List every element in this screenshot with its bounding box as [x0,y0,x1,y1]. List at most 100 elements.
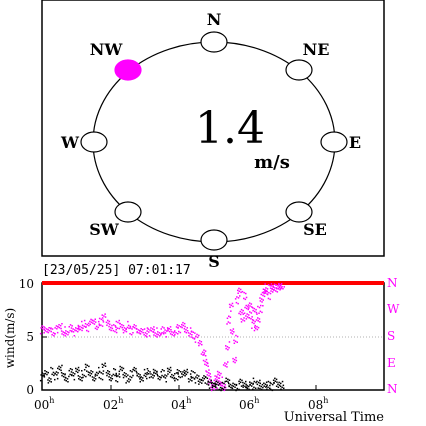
direction-point [232,328,235,330]
direction-point [54,327,56,329]
direction-point [226,317,229,319]
direction-point [96,328,98,331]
direction-point [163,331,165,333]
direction-point [246,313,248,315]
speed-point [43,376,46,378]
speed-point [182,371,184,373]
direction-point [228,315,230,317]
direction-point [159,335,161,337]
direction-point [237,292,239,294]
direction-point [269,292,272,295]
direction-point [122,329,124,331]
direction-point [57,325,59,328]
direction-point [85,325,87,328]
direction-point [261,311,263,314]
direction-point [137,329,140,331]
speed-point [167,370,169,373]
speed-point [143,368,146,371]
direction-point [69,329,71,332]
speed-point [104,365,107,367]
speed-point [154,369,156,372]
direction-point [146,330,148,332]
speed-point [94,373,97,376]
speed-point [255,381,257,384]
speed-point [235,383,238,386]
direction-point [224,384,226,386]
direction-point [205,358,208,361]
direction-point [208,375,210,377]
speed-point [199,381,201,383]
speed-point [45,371,48,373]
speed-point [279,385,282,388]
speed-point [97,372,99,375]
speed-point [102,370,105,372]
direction-point [58,326,61,329]
direction-point [133,324,135,326]
speed-point [139,381,141,383]
direction-point [256,325,258,328]
direction-point [260,304,262,307]
speed-point [235,389,237,392]
direction-point [81,320,83,323]
speed-point [146,368,149,370]
speed-point [136,372,138,374]
speed-point [115,372,117,375]
direction-point [157,334,159,336]
speed-point [65,380,67,382]
direction-point [83,325,85,328]
direction-point [204,355,207,357]
direction-point [98,324,101,327]
right-tick-e: E [387,356,396,370]
direction-point [265,290,268,292]
speed-point [101,378,104,381]
direction-point [242,309,244,312]
speed-point [239,381,242,383]
direction-point [86,324,88,326]
direction-point [254,326,256,328]
speed-point [265,386,267,388]
direction-point [67,333,69,336]
direction-point [192,337,194,339]
y-tick-10: 10 [19,277,34,291]
direction-point [258,306,261,309]
speed-point [257,387,259,389]
direction-point [81,324,84,327]
speed-point [109,373,111,376]
direction-point [211,383,213,386]
speed-point [232,382,234,385]
direction-point [270,285,273,287]
direction-point [261,291,264,294]
speed-point [209,381,211,384]
speed-point [177,373,179,375]
direction-point [254,320,256,323]
direction-point [211,387,214,389]
speed-point [81,373,84,376]
speed-point [214,383,217,386]
speed-point [105,371,108,374]
direction-point [202,359,205,362]
speed-point [163,376,165,378]
speed-point [196,374,198,376]
speed-point [86,364,88,367]
direction-point [207,365,209,367]
speed-point [266,388,268,390]
speed-point [278,384,281,386]
direction-point [201,351,204,353]
direction-point [269,285,271,287]
direction-point [264,292,267,294]
direction-point [46,331,48,333]
speed-point [227,381,229,383]
speed-point [46,373,48,376]
speed-point [61,364,63,367]
direction-point [226,323,228,325]
direction-point [110,329,112,332]
speed-point [198,383,200,385]
marker-nw [114,59,142,81]
speed-point [83,374,85,377]
speed-point [47,379,49,381]
direction-point [253,322,255,325]
direction-point [61,323,63,325]
speed-point [62,373,64,375]
speed-point [248,385,250,388]
speed-point [260,385,262,388]
